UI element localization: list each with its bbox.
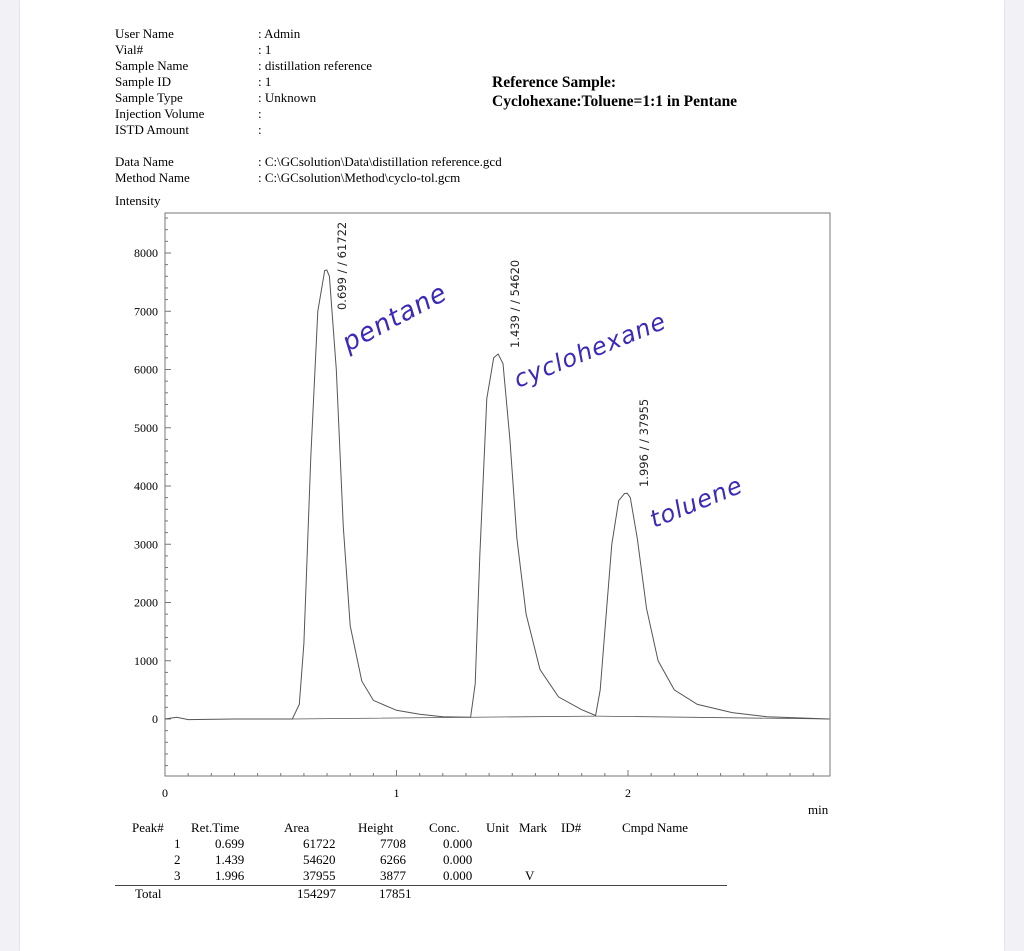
sample-info: User Name: Admin Vial#: 1 Sample Name: d… — [115, 26, 372, 138]
svg-text:8000: 8000 — [134, 246, 158, 260]
svg-text:cyclohexane: cyclohexane — [510, 307, 671, 394]
svg-text:2000: 2000 — [134, 596, 158, 610]
info-row-sample-id: Sample ID: 1 — [115, 74, 272, 89]
svg-text:2: 2 — [625, 786, 631, 800]
info-row-sample-type: Sample Type: Unknown — [115, 90, 317, 105]
svg-text:1: 1 — [394, 786, 400, 800]
chart-axes: 0 1000 2000 3000 4000 5000 6000 7000 8000 0 1 2 — [134, 212, 831, 800]
info-row-method-name: Method Name: C:\GCsolution\Method\cyclo-… — [115, 170, 461, 185]
info-row-data-name: Data Name: C:\GCsolution\Data\distillati… — [115, 154, 502, 169]
svg-text:3000: 3000 — [134, 537, 158, 551]
svg-text:0: 0 — [162, 786, 168, 800]
svg-text:pentane: pentane — [336, 278, 452, 359]
svg-text:5000: 5000 — [134, 421, 158, 435]
svg-text:4000: 4000 — [134, 479, 158, 493]
chromatogram-trace — [164, 269, 830, 721]
x-axis-label: min — [808, 802, 829, 817]
info-row-istd-amount: ISTD Amount: — [115, 122, 262, 137]
peak-labels: 0.699 / / 61722 1.439 / / 54620 1.996 / / … — [335, 222, 651, 487]
info-row-user-name: User Name: Admin — [115, 26, 301, 41]
svg-text:6000: 6000 — [134, 363, 158, 377]
svg-text:0.699 / / 61722: 0.699 / / 61722 — [335, 222, 349, 310]
file-info: Data Name: C:\GCsolution\Data\distillati… — [115, 154, 502, 186]
svg-text:1000: 1000 — [134, 654, 158, 668]
y-axis-label: Intensity — [115, 193, 161, 208]
report-page: User Name: Admin Vial#: 1 Sample Name: d… — [20, 0, 1004, 951]
handwritten-annotations: pentane cyclohexane toluene — [336, 278, 747, 534]
integration-baseline — [292, 715, 830, 720]
info-row-sample-name: Sample Name: distillation reference — [115, 58, 373, 73]
svg-text:toluene: toluene — [646, 471, 747, 534]
svg-text:1.439 / / 54620: 1.439 / / 54620 — [508, 260, 522, 348]
svg-text:7000: 7000 — [134, 304, 158, 318]
svg-text:1.996 / / 37955: 1.996 / / 37955 — [637, 399, 651, 487]
table-divider — [115, 885, 727, 886]
reference-sample-title: Reference Sample: Cyclohexane:Toluene=1:… — [492, 74, 738, 110]
info-row-vial: Vial#: 1 — [115, 42, 272, 57]
info-row-injection-volume: Injection Volume: — [115, 106, 262, 121]
svg-text:0: 0 — [152, 712, 158, 726]
